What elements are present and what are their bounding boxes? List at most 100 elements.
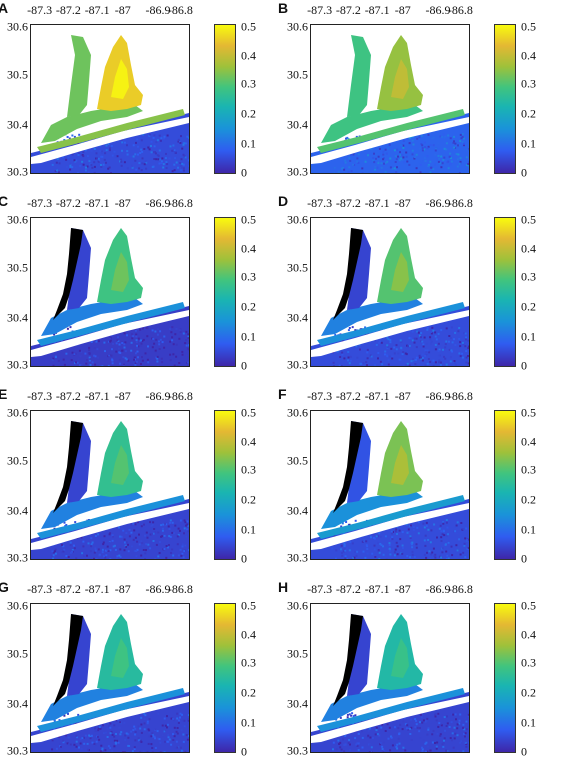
noise-pixel: [78, 134, 80, 136]
noise-pixel: [140, 717, 142, 719]
noise-pixel: [55, 356, 57, 358]
noise-pixel: [135, 334, 137, 336]
noise-pixel: [116, 558, 118, 559]
noise-pixel: [65, 734, 67, 736]
noise-pixel: [109, 558, 111, 559]
noise-pixel: [439, 136, 441, 138]
noise-pixel: [404, 750, 406, 752]
noise-pixel: [432, 168, 434, 170]
noise-pixel: [116, 342, 118, 344]
noise-pixel: [142, 360, 144, 362]
noise-pixel: [160, 752, 162, 753]
noise-pixel: [53, 365, 55, 366]
noise-pixel: [427, 539, 429, 541]
noise-pixel: [58, 360, 60, 362]
latitude-tick: 30.5: [7, 68, 28, 83]
noise-pixel: [188, 530, 189, 532]
noise-pixel: [112, 362, 114, 364]
noise-pixel: [401, 154, 403, 156]
noise-pixel: [85, 363, 87, 365]
noise-pixel: [168, 736, 170, 738]
noise-pixel: [438, 168, 440, 170]
noise-pixel: [464, 736, 466, 738]
noise-pixel: [434, 742, 436, 744]
noise-pixel: [408, 164, 410, 166]
noise-pixel: [143, 549, 145, 551]
noise-pixel: [93, 558, 95, 559]
noise-pixel: [73, 744, 75, 746]
noise-pixel: [119, 359, 121, 361]
noise-pixel: [356, 161, 358, 163]
noise-pixel: [185, 331, 187, 333]
longitude-tick: -87.1: [85, 3, 110, 18]
noise-pixel: [391, 531, 393, 533]
colorbar: [494, 24, 516, 174]
noise-pixel: [425, 160, 427, 162]
noise-pixel: [167, 734, 169, 736]
noise-pixel: [65, 159, 67, 161]
noise-pixel: [129, 529, 131, 531]
noise-pixel: [187, 333, 189, 335]
noise-pixel: [161, 160, 163, 162]
noise-pixel: [387, 166, 389, 168]
latitude-tick: 30.4: [7, 310, 28, 325]
noise-pixel: [347, 714, 349, 716]
noise-pixel: [140, 345, 142, 347]
noise-pixel: [447, 722, 449, 724]
noise-pixel: [138, 737, 140, 739]
noise-pixel: [143, 339, 145, 341]
noise-pixel: [159, 738, 161, 740]
noise-pixel: [115, 549, 117, 551]
noise-pixel: [427, 529, 429, 531]
noise-pixel: [78, 152, 80, 154]
noise-pixel: [104, 152, 106, 154]
noise-pixel: [446, 522, 448, 524]
noise-pixel: [387, 147, 389, 149]
noise-pixel: [140, 555, 142, 557]
noise-pixel: [331, 548, 333, 550]
noise-pixel: [462, 342, 464, 344]
noise-pixel: [332, 748, 334, 750]
noise-pixel: [445, 341, 447, 343]
noise-pixel: [153, 137, 155, 139]
noise-pixel: [66, 748, 68, 750]
longitude-tick: -87: [115, 389, 131, 404]
noise-pixel: [127, 167, 129, 169]
noise-pixel: [367, 553, 369, 555]
noise-pixel: [393, 347, 395, 349]
noise-pixel: [133, 529, 135, 531]
noise-pixel: [399, 154, 401, 156]
noise-pixel: [162, 734, 164, 736]
noise-pixel: [443, 133, 445, 135]
noise-pixel: [149, 718, 151, 720]
noise-pixel: [152, 521, 154, 523]
noise-pixel: [124, 549, 126, 551]
noise-pixel: [82, 155, 84, 157]
noise-pixel: [339, 746, 341, 748]
noise-pixel: [454, 360, 456, 362]
colorbar-tick: 0.5: [241, 213, 256, 228]
colorbar-tick: 0: [521, 744, 527, 759]
noise-pixel: [451, 161, 453, 163]
noise-pixel: [339, 365, 341, 366]
noise-pixel: [443, 742, 445, 744]
noise-pixel: [412, 551, 414, 553]
noise-pixel: [96, 152, 98, 154]
noise-pixel: [145, 352, 147, 354]
noise-pixel: [139, 728, 141, 730]
noise-pixel: [79, 350, 81, 352]
noise-pixel: [413, 144, 415, 146]
noise-pixel: [164, 751, 166, 752]
noise-pixel: [409, 345, 411, 347]
longitude-tick: -87: [395, 389, 411, 404]
noise-pixel: [170, 552, 172, 554]
noise-pixel: [436, 742, 438, 744]
noise-pixel: [367, 357, 369, 359]
noise-pixel: [147, 361, 149, 363]
noise-pixel: [407, 345, 409, 347]
noise-pixel: [359, 349, 361, 351]
noise-pixel: [56, 748, 58, 750]
noise-pixel: [118, 351, 120, 353]
noise-pixel: [423, 739, 425, 741]
noise-pixel: [346, 547, 348, 549]
